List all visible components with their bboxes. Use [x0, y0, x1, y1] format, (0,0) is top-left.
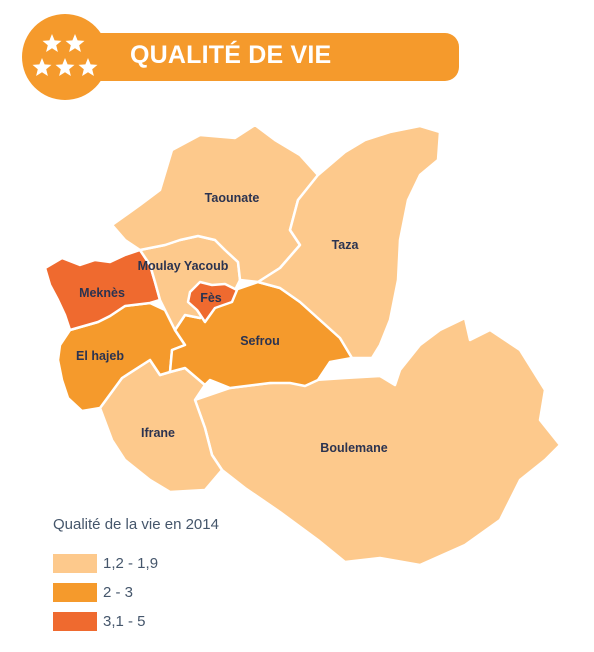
title-banner	[92, 33, 459, 81]
legend: Qualité de la vie en 2014 1,2 - 1,9 2 - …	[53, 516, 219, 636]
legend-swatch-high	[53, 612, 97, 631]
region-fes[interactable]	[186, 280, 239, 324]
legend-label: 3,1 - 5	[103, 613, 146, 630]
stars-badge	[22, 14, 108, 100]
label-boulemane: Boulemane	[320, 441, 387, 455]
legend-item: 1,2 - 1,9	[53, 549, 219, 578]
legend-swatch-low	[53, 554, 97, 573]
region-boulemane[interactable]	[193, 316, 562, 567]
region-taza[interactable]	[256, 124, 442, 360]
legend-item: 2 - 3	[53, 578, 219, 607]
legend-item: 3,1 - 5	[53, 607, 219, 636]
label-meknes: Meknès	[79, 286, 125, 300]
label-el-hajeb: El hajeb	[76, 349, 124, 363]
label-fes: Fès	[200, 291, 222, 305]
page-title: QUALITÉ DE VIE	[130, 41, 332, 69]
legend-label: 2 - 3	[103, 584, 134, 601]
legend-title: Qualité de la vie en 2014	[53, 516, 219, 533]
header: QUALITÉ DE VIE	[22, 14, 462, 100]
label-ifrane: Ifrane	[141, 426, 175, 440]
legend-label: 1,2 - 1,9	[103, 555, 159, 572]
label-sefrou: Sefrou	[240, 334, 280, 348]
label-taounate: Taounate	[205, 191, 260, 205]
legend-swatch-mid	[53, 583, 97, 602]
stars-icon	[32, 34, 98, 76]
label-taza: Taza	[332, 238, 360, 252]
label-moulay-yacoub: Moulay Yacoub	[138, 259, 229, 273]
